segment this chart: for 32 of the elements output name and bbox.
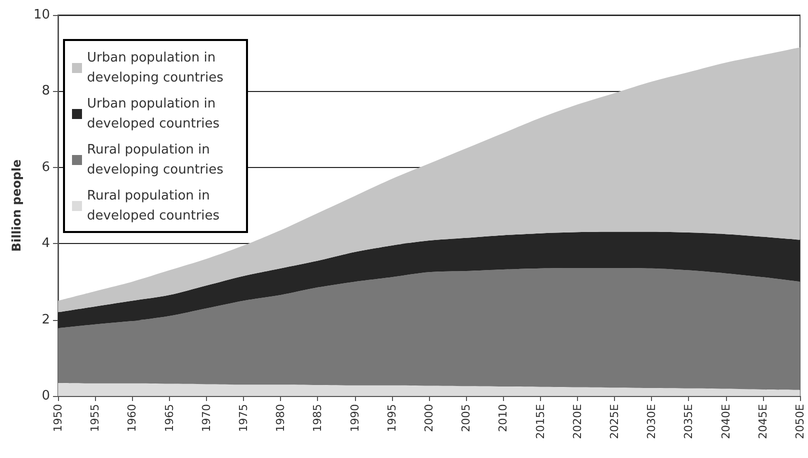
x-tick-label: 2010 [496, 404, 510, 432]
y-tick-label: 6 [42, 160, 50, 175]
x-tick-label: 2020E [570, 404, 584, 439]
x-tick-label: 2000 [422, 404, 436, 432]
x-tick-label: 1950 [52, 404, 64, 432]
x-tick-label: 2030E [645, 404, 658, 439]
y-tick-label: 10 [33, 8, 50, 22]
x-tick-label: 1990 [348, 404, 362, 432]
x-tick-label: 1970 [200, 404, 213, 432]
y-tick-label: 2 [42, 312, 50, 328]
y-axis-title: Billion people [10, 159, 24, 252]
x-tick-label: 1965 [162, 404, 176, 432]
x-tick-label: 2040E [719, 404, 732, 439]
x-tick-label: 1960 [126, 404, 139, 432]
x-tick-label: 2015E [534, 404, 547, 439]
y-tick-label: 4 [42, 236, 50, 252]
x-tick-label: 2035E [682, 404, 696, 439]
y-tick-label: 8 [42, 84, 50, 99]
x-tick-label: 1980 [274, 404, 288, 432]
legend-label: Rural population in developed countries [87, 188, 220, 224]
x-tick-label: 2005 [460, 404, 473, 432]
x-tick-label: 2050E [794, 404, 806, 439]
x-tick-label: 1985 [311, 404, 324, 432]
x-tick-label: 1955 [88, 404, 102, 432]
legend-label: Rural population in developing countries [87, 142, 224, 178]
legend-label: Urban population in developed countries [87, 96, 220, 132]
legend-label: Urban population in developing countries [87, 50, 224, 86]
y-tick-label: 0 [42, 388, 50, 404]
x-tick-label: 1995 [385, 404, 398, 432]
x-tick-label: 1975 [237, 404, 250, 432]
x-tick-label: 2025E [608, 404, 621, 439]
x-tick-label: 2045E [756, 404, 770, 439]
